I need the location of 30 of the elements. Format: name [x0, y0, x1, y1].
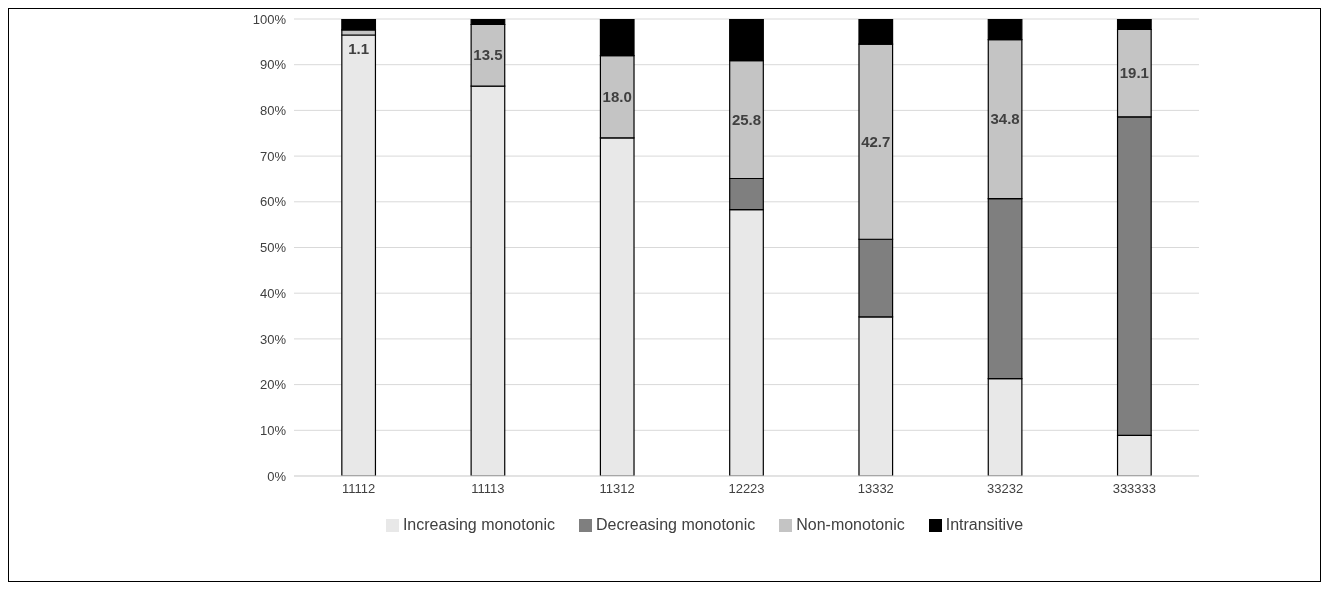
- data-label: 34.8: [990, 110, 1020, 128]
- y-tick-label: 100%: [252, 11, 287, 27]
- y-tick-label: 70%: [259, 148, 287, 164]
- legend-label: Decreasing monotonic: [596, 516, 756, 533]
- x-tick-label: 12223: [728, 481, 765, 497]
- data-label: 13.5: [473, 46, 503, 64]
- x-tick-label: 11112: [342, 481, 376, 497]
- y-tick-label: 90%: [259, 57, 287, 73]
- y-tick-label: 60%: [259, 194, 287, 210]
- data-label: 1.1: [348, 39, 370, 57]
- x-tick-label: 333333: [1112, 481, 1157, 497]
- legend-label: Increasing monotonic: [402, 516, 555, 533]
- legend-label: Intransitive: [945, 516, 1024, 533]
- x-tick-label: 11312: [599, 481, 635, 497]
- data-label: 19.1: [1119, 64, 1149, 82]
- bar: [341, 34, 377, 476]
- y-tick-label: 50%: [259, 240, 287, 256]
- y-tick-label: 0%: [267, 468, 287, 484]
- x-tick-label: 33232: [986, 481, 1024, 497]
- data-label: 25.8: [731, 110, 762, 128]
- legend-label: Non-monotonic: [796, 516, 905, 533]
- y-tick-label: 80%: [259, 103, 287, 119]
- y-tick-label: 30%: [259, 331, 287, 347]
- data-label: 18.0: [602, 87, 632, 105]
- x-tick-label: 13332: [857, 481, 894, 497]
- y-tick-label: 40%: [259, 285, 287, 301]
- y-tick-label: 10%: [259, 422, 287, 438]
- y-tick-label: 20%: [259, 377, 287, 393]
- x-tick-label: 11113: [471, 481, 505, 497]
- data-label: 42.7: [861, 132, 891, 150]
